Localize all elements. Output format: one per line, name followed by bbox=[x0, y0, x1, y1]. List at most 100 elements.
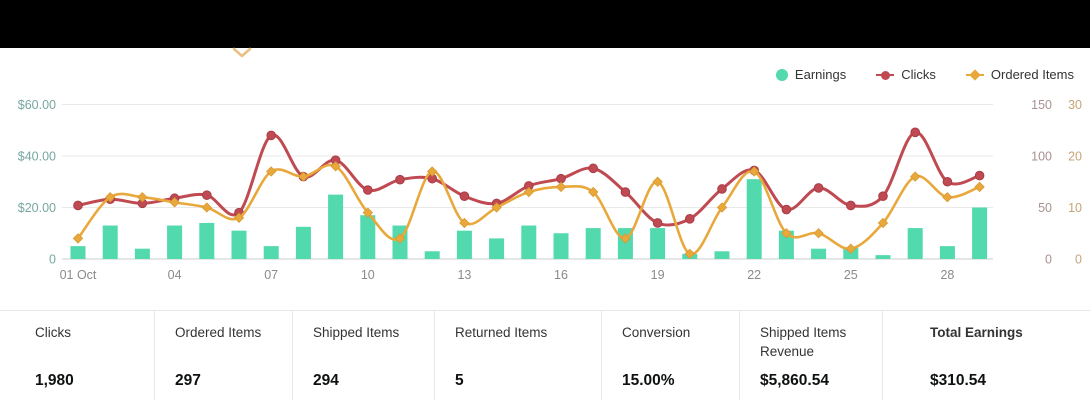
x-axis-tick: 10 bbox=[361, 268, 375, 282]
earnings-bar[interactable] bbox=[102, 225, 118, 259]
clicks-point[interactable] bbox=[781, 204, 792, 215]
earnings-bar[interactable] bbox=[585, 228, 601, 259]
ordered-items-point[interactable] bbox=[555, 181, 567, 193]
stat-label: Shipped Items Revenue bbox=[760, 325, 847, 359]
ordered-items-point[interactable] bbox=[137, 192, 148, 203]
clicks-point[interactable] bbox=[395, 174, 405, 185]
ordered-items-point[interactable] bbox=[266, 166, 277, 177]
earnings-circle-icon bbox=[775, 68, 788, 81]
stat-label: Total Earnings bbox=[930, 325, 1023, 340]
earnings-bar[interactable] bbox=[70, 246, 86, 259]
ordered-items-axis-tick: 0 bbox=[1075, 253, 1082, 267]
clicks-point[interactable] bbox=[910, 127, 921, 138]
ordered-items-point[interactable] bbox=[362, 207, 373, 218]
earnings-bar[interactable] bbox=[553, 233, 569, 259]
earnings-bar[interactable] bbox=[263, 246, 279, 259]
earnings-bar[interactable] bbox=[972, 207, 988, 260]
ordered-items-point[interactable] bbox=[877, 217, 889, 229]
clicks-point[interactable] bbox=[556, 173, 566, 184]
clicks-point[interactable] bbox=[620, 187, 631, 197]
earnings-axis-tick: $20.00 bbox=[18, 201, 56, 215]
clicks-point[interactable] bbox=[942, 176, 953, 187]
ordered-items-point[interactable] bbox=[652, 176, 663, 187]
earnings-bar[interactable] bbox=[199, 222, 215, 259]
x-axis-tick: 19 bbox=[651, 268, 665, 282]
stat-cell-shipped-items: Shipped Items 294 bbox=[293, 311, 435, 400]
clicks-point[interactable] bbox=[878, 191, 888, 201]
ordered-items-point[interactable] bbox=[491, 202, 502, 213]
clicks-axis-tick: 100 bbox=[1031, 150, 1052, 164]
stat-label: Conversion bbox=[622, 325, 691, 340]
ordered-items-point[interactable] bbox=[781, 228, 792, 239]
ordered-items-point[interactable] bbox=[588, 186, 599, 198]
earnings-axis-tick: 0 bbox=[49, 253, 56, 267]
earnings-bar[interactable] bbox=[746, 179, 762, 259]
ordered-items-point[interactable] bbox=[684, 248, 695, 260]
earnings-bar[interactable] bbox=[489, 238, 505, 259]
clicks-point[interactable] bbox=[459, 191, 470, 201]
ordered-items-point[interactable] bbox=[233, 212, 245, 223]
ordered-items-point[interactable] bbox=[523, 186, 534, 198]
clicks-axis-tick: 50 bbox=[1038, 201, 1052, 215]
legend-item-ordered-items[interactable]: Ordered Items bbox=[965, 67, 1074, 82]
earnings-bar[interactable] bbox=[714, 251, 730, 259]
clicks-point[interactable] bbox=[717, 184, 727, 194]
earnings-bar[interactable] bbox=[650, 228, 666, 259]
stat-value: 15.00% bbox=[622, 372, 675, 389]
earnings-bar[interactable] bbox=[231, 230, 247, 259]
clicks-point[interactable] bbox=[813, 183, 824, 193]
earnings-bar[interactable] bbox=[875, 255, 891, 259]
ordered-items-point[interactable] bbox=[459, 217, 470, 229]
clicks-point[interactable] bbox=[266, 130, 277, 141]
x-axis-tick: 07 bbox=[264, 268, 278, 282]
ordered-items-point[interactable] bbox=[169, 197, 180, 208]
stat-label: Returned Items bbox=[455, 325, 548, 340]
clicks-point[interactable] bbox=[73, 200, 83, 211]
ordered-items-point[interactable] bbox=[716, 202, 728, 213]
ordered-items-point[interactable] bbox=[749, 166, 760, 177]
legend-item-earnings[interactable]: Earnings bbox=[775, 67, 846, 82]
stat-value: 5 bbox=[455, 372, 464, 389]
x-axis-tick: 01 Oct bbox=[60, 268, 97, 282]
earnings-bar[interactable] bbox=[778, 230, 794, 259]
legend-item-clicks[interactable]: Clicks bbox=[876, 67, 936, 82]
clicks-point[interactable] bbox=[588, 163, 599, 174]
ordered-items-point[interactable] bbox=[105, 192, 116, 203]
earnings-bar[interactable] bbox=[424, 251, 440, 259]
clicks-point[interactable] bbox=[846, 200, 856, 211]
ordered-items-point[interactable] bbox=[845, 243, 856, 254]
ordered-items-point[interactable] bbox=[330, 161, 341, 172]
earnings-bar[interactable] bbox=[295, 226, 311, 259]
clicks-point[interactable] bbox=[974, 170, 985, 181]
ordered-items-point[interactable] bbox=[813, 228, 824, 239]
earnings-bar[interactable] bbox=[907, 228, 923, 259]
ordered-items-point[interactable] bbox=[620, 233, 631, 244]
ordered-items-point[interactable] bbox=[942, 192, 953, 203]
stat-value: $310.54 bbox=[930, 372, 987, 389]
earnings-bar[interactable] bbox=[521, 225, 537, 259]
ordered-items-point[interactable] bbox=[72, 233, 84, 244]
earnings-bar[interactable] bbox=[456, 230, 472, 259]
ordered-items-point[interactable] bbox=[910, 171, 921, 182]
earnings-bar[interactable] bbox=[134, 248, 150, 259]
earnings-bar[interactable] bbox=[811, 248, 827, 259]
clicks-point[interactable] bbox=[363, 185, 373, 195]
legend-label-ordered-items: Ordered Items bbox=[990, 67, 1074, 82]
earnings-bar[interactable] bbox=[167, 225, 183, 259]
ordered-items-point[interactable] bbox=[201, 202, 212, 213]
ordered-items-point[interactable] bbox=[427, 166, 438, 177]
clicks-point[interactable] bbox=[685, 214, 695, 224]
ordered-items-point[interactable] bbox=[394, 233, 406, 244]
clicks-point[interactable] bbox=[202, 190, 212, 200]
earnings-bar[interactable] bbox=[939, 246, 955, 259]
chevron-down-icon[interactable] bbox=[228, 45, 256, 63]
x-axis-tick: 25 bbox=[844, 268, 858, 282]
earnings-bar[interactable] bbox=[328, 194, 344, 259]
ordered-items-point[interactable] bbox=[298, 171, 309, 182]
earnings-bar[interactable] bbox=[360, 215, 376, 259]
earnings-axis-tick: $60.00 bbox=[18, 98, 56, 112]
ordered-items-point[interactable] bbox=[974, 181, 985, 193]
clicks-point[interactable] bbox=[652, 218, 663, 228]
